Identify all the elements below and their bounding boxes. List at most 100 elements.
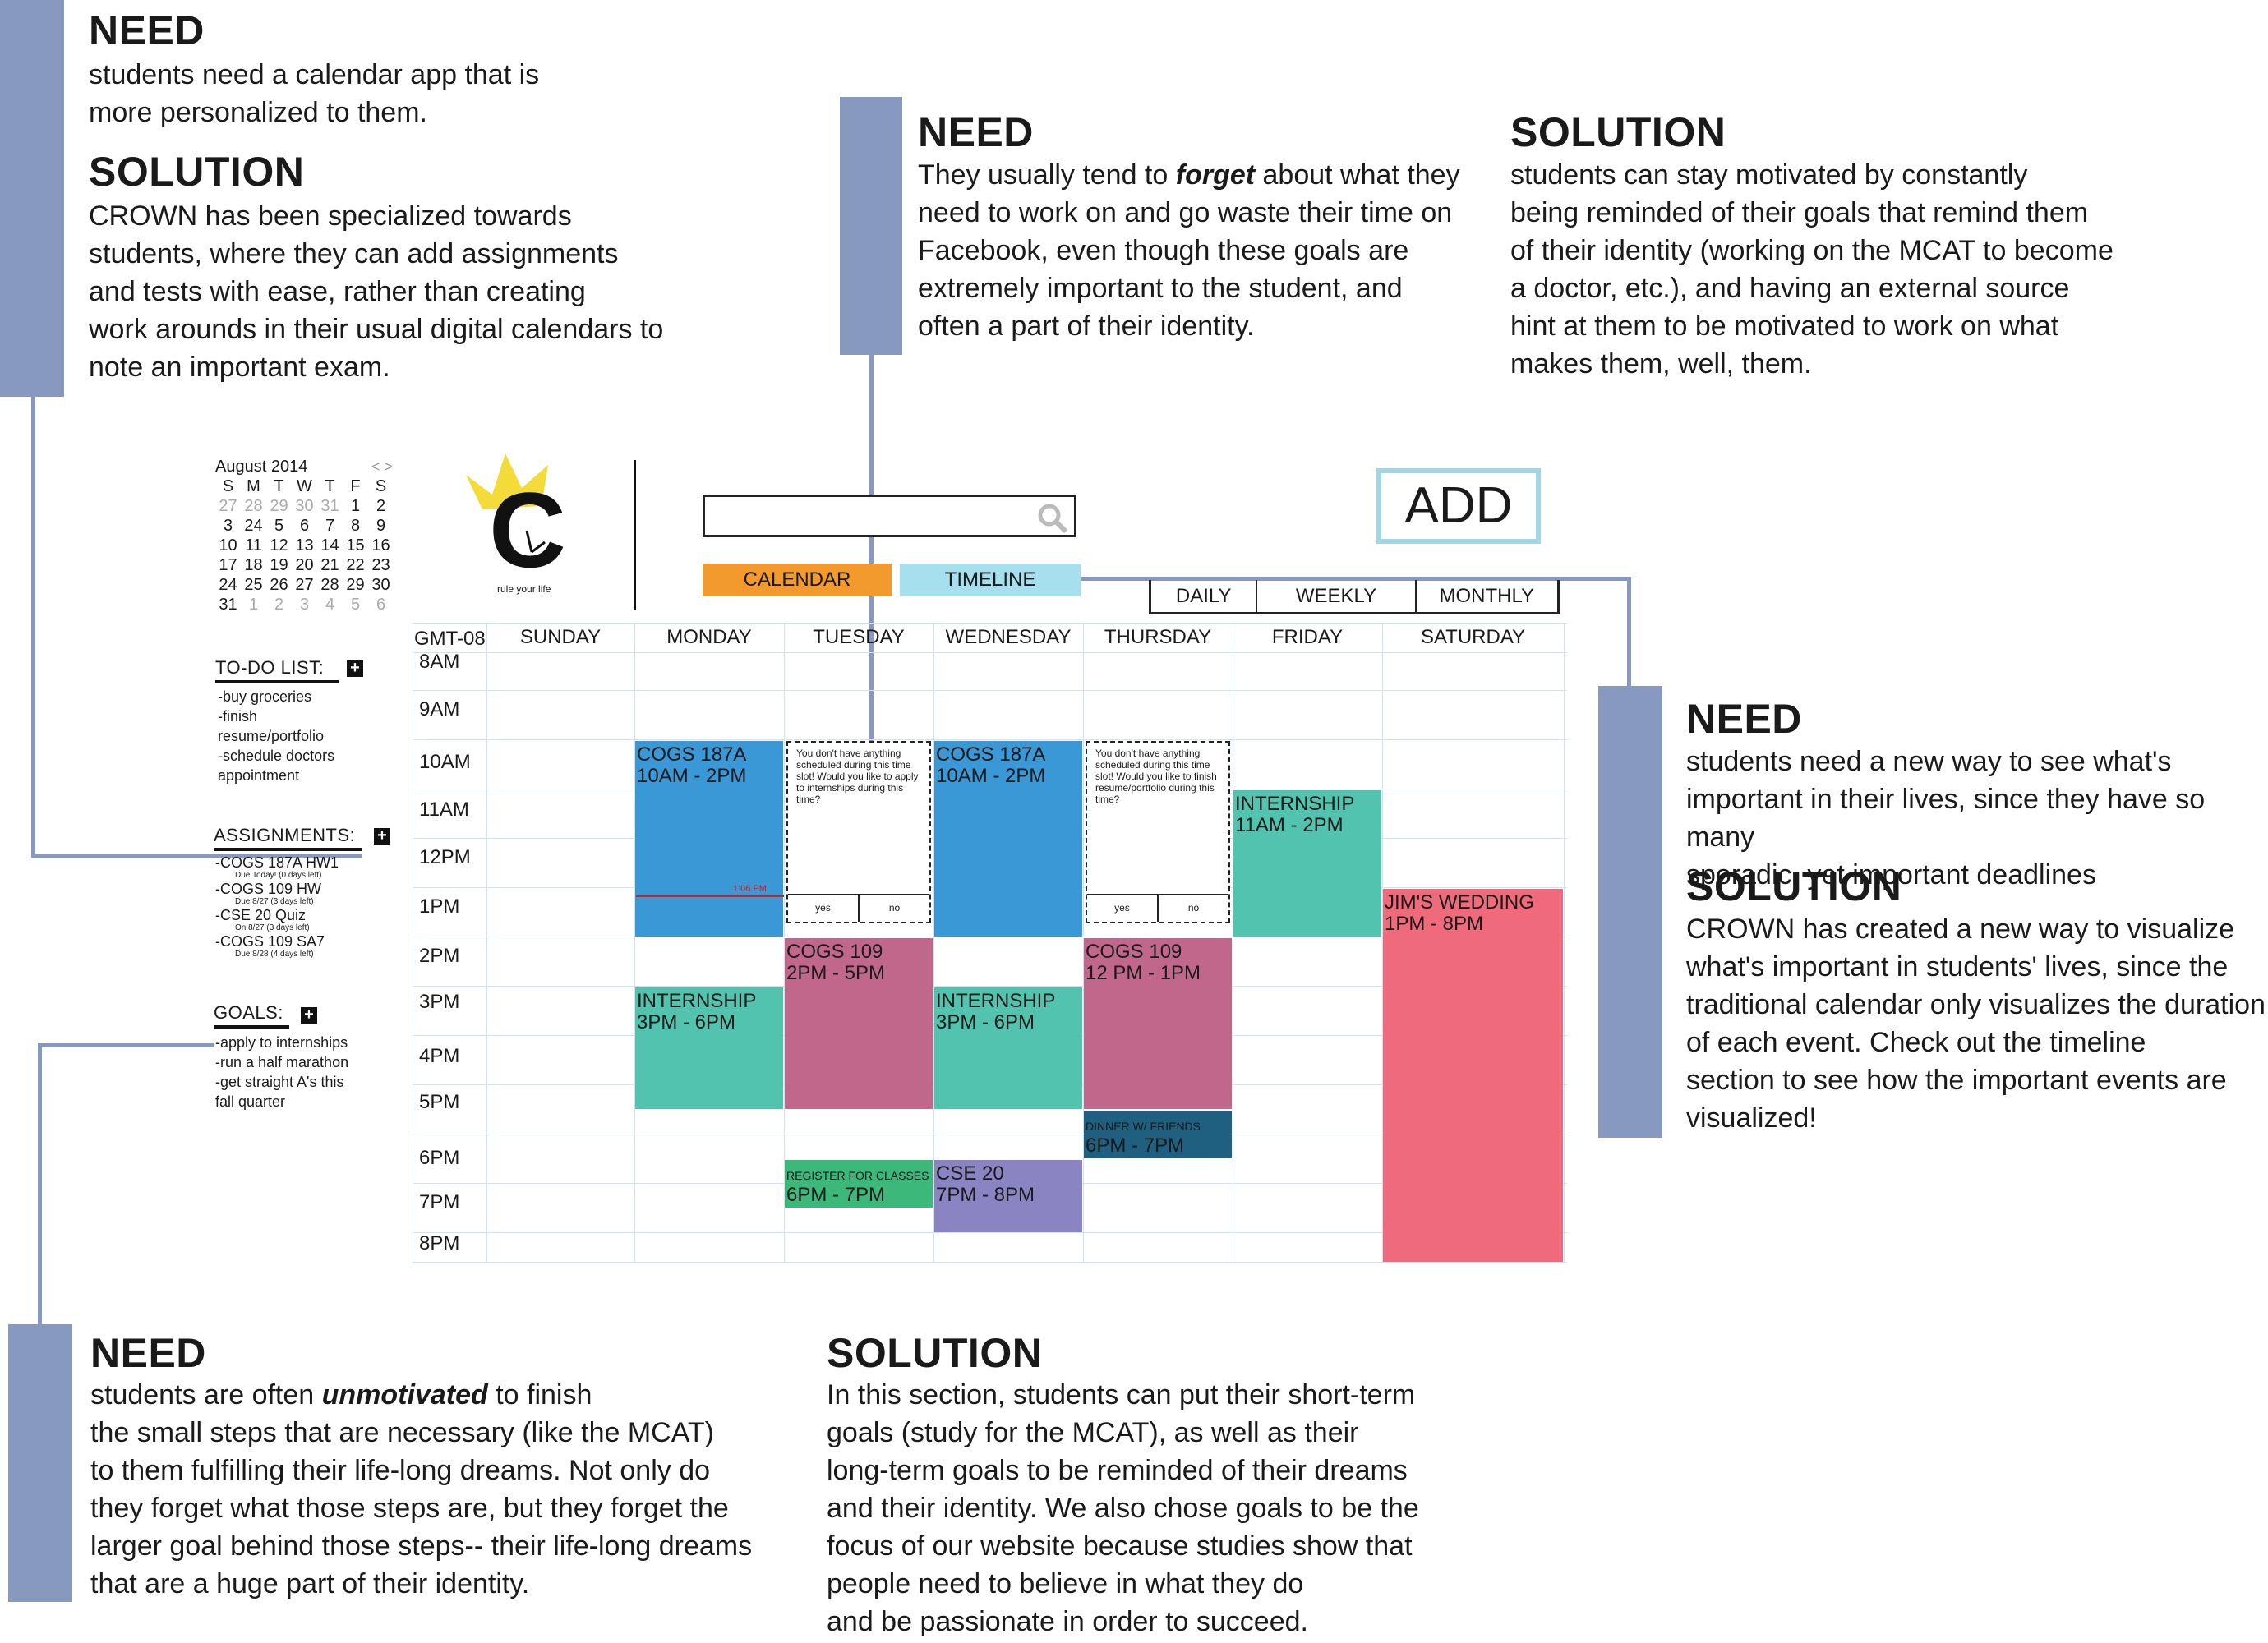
calendar-event[interactable]: COGS 187A 10AM - 2PM xyxy=(635,741,783,937)
calendar-event[interactable]: COGS 109 2PM - 5PM xyxy=(785,938,933,1109)
calendar-event[interactable]: COGS 187A 10AM - 2PM xyxy=(934,741,1082,937)
mini-calendar-day[interactable]: 13 xyxy=(295,536,314,555)
mini-calendar-day[interactable]: 27 xyxy=(295,576,314,594)
mini-calendar-day[interactable]: 20 xyxy=(295,556,314,574)
mini-calendar-day[interactable]: 29 xyxy=(270,497,288,515)
mini-calendar-day[interactable]: 2 xyxy=(274,596,284,614)
mini-calendar-day[interactable]: 31 xyxy=(320,497,339,515)
mini-calendar-day[interactable]: 3 xyxy=(223,517,233,535)
assignment-item[interactable]: -COGS 187A HW1 xyxy=(215,854,339,871)
day-header-monday[interactable]: MONDAY xyxy=(666,626,752,648)
mini-calendar-day[interactable]: 5 xyxy=(350,596,361,614)
goal-item[interactable]: -apply to internships xyxy=(215,1034,348,1051)
day-header-sunday[interactable]: SUNDAY xyxy=(519,626,602,648)
mini-calendar-day[interactable]: 28 xyxy=(320,576,339,594)
assignment-item[interactable]: -COGS 109 HW xyxy=(215,881,322,897)
todo-item[interactable]: -finish xyxy=(218,708,258,725)
mini-calendar-day[interactable]: 17 xyxy=(219,556,237,574)
hour-label: 2PM xyxy=(419,945,460,967)
search-input[interactable] xyxy=(703,495,1076,537)
day-header-thursday[interactable]: THURSDAY xyxy=(1104,626,1212,648)
view-weekly[interactable]: WEEKLY xyxy=(1257,580,1417,612)
mini-calendar-day[interactable]: 25 xyxy=(244,576,263,594)
calendar-event[interactable]: COGS 109 12 PM - 1PM xyxy=(1084,938,1232,1109)
assignment-item[interactable]: -CSE 20 Quiz xyxy=(215,907,307,923)
grid-row-line xyxy=(413,690,1567,691)
todo-item[interactable]: -buy groceries xyxy=(218,688,312,705)
mini-calendar-day[interactable]: 12 xyxy=(270,536,288,555)
mini-calendar-day[interactable]: 8 xyxy=(350,517,361,535)
crown-icon: C xyxy=(466,453,566,590)
calendar-event[interactable]: JIM'S WEDDING 1PM - 8PM xyxy=(1383,889,1563,1262)
mini-calendar-day[interactable]: 7 xyxy=(325,517,335,535)
search-icon[interactable] xyxy=(1036,502,1069,535)
mini-calendar-day[interactable]: 23 xyxy=(371,556,390,574)
view-daily[interactable]: DAILY xyxy=(1151,580,1258,612)
suggestion-yes-button[interactable]: yes xyxy=(788,895,860,922)
mini-calendar-day[interactable]: 5 xyxy=(274,517,284,535)
mini-calendar-day[interactable]: 18 xyxy=(244,556,263,574)
view-monthly[interactable]: MONTHLY xyxy=(1439,585,1535,607)
todo-item[interactable]: resume/portfolio xyxy=(218,728,325,744)
mini-calendar-day[interactable]: 28 xyxy=(244,497,263,515)
calendar-event[interactable]: INTERNSHIP 3PM - 6PM xyxy=(635,987,783,1109)
add-button[interactable]: ADD xyxy=(1376,468,1541,544)
mini-calendar-day[interactable]: 4 xyxy=(325,596,335,614)
calendar-event[interactable]: DINNER W/ FRIENDS 6PM - 7PM xyxy=(1084,1111,1232,1158)
tab-timeline[interactable]: TIMELINE xyxy=(900,564,1081,596)
mini-calendar-day[interactable]: 6 xyxy=(376,596,386,614)
goal-item[interactable]: fall quarter xyxy=(215,1093,286,1110)
mini-calendar-day[interactable]: 3 xyxy=(299,596,310,614)
todo-item[interactable]: -schedule doctors xyxy=(218,748,335,764)
mini-calendar-day[interactable]: 9 xyxy=(376,517,386,535)
mini-calendar-day[interactable]: 27 xyxy=(219,497,237,515)
mini-calendar-day[interactable]: 29 xyxy=(346,576,365,594)
goal-item[interactable]: -get straight A's this xyxy=(215,1074,344,1090)
add-goal-button[interactable]: + xyxy=(301,1006,317,1024)
mini-calendar-day[interactable]: 19 xyxy=(270,556,288,574)
goal-item[interactable]: -run a half marathon xyxy=(215,1054,349,1070)
calendar-event[interactable]: INTERNSHIP 3PM - 6PM xyxy=(934,987,1082,1109)
mini-calendar-day[interactable]: 22 xyxy=(346,556,365,574)
mini-calendar-day[interactable]: 26 xyxy=(270,576,288,594)
mini-calendar-day[interactable]: 10 xyxy=(219,536,237,555)
mini-calendar-day[interactable]: 21 xyxy=(320,556,339,574)
mini-calendar-day[interactable]: 6 xyxy=(299,517,310,535)
weekday-header: W xyxy=(297,477,312,495)
mini-calendar-day[interactable]: 14 xyxy=(320,536,339,555)
mini-calendar-day[interactable]: 16 xyxy=(371,536,390,555)
day-header-friday[interactable]: FRIDAY xyxy=(1271,626,1344,648)
add-assignment-button[interactable]: + xyxy=(374,827,390,845)
day-header-saturday[interactable]: SATURDAY xyxy=(1420,626,1526,648)
suggestion-no-button[interactable]: no xyxy=(1187,902,1200,914)
tab-calendar[interactable]: CALENDAR xyxy=(703,564,892,596)
mini-calendar-day[interactable]: 31 xyxy=(219,596,237,614)
calendar-event[interactable]: REGISTER FOR CLASSES 6PM - 7PM xyxy=(785,1160,933,1208)
add-todo-button[interactable]: + xyxy=(347,660,363,677)
mini-calendar-day[interactable]: 15 xyxy=(346,536,365,555)
mini-calendar-day[interactable]: 24 xyxy=(244,517,263,535)
mini-calendar-day[interactable]: 11 xyxy=(245,536,262,555)
day-header-tuesday[interactable]: TUESDAY xyxy=(813,626,905,648)
mini-calendar-day[interactable]: 1 xyxy=(350,497,361,515)
assignment-due: On 8/27 (3 days left) xyxy=(235,923,310,932)
calendar-event[interactable]: INTERNSHIP 11AM - 2PM xyxy=(1233,790,1381,937)
assignment-item[interactable]: -COGS 109 SA7 xyxy=(215,933,325,950)
annotation-solution-text: CROWN has created a new way to visualize… xyxy=(1686,914,2266,1134)
mini-calendar-day[interactable]: 24 xyxy=(219,576,237,594)
todo-item[interactable]: appointment xyxy=(218,767,300,784)
mini-calendar-day[interactable]: 30 xyxy=(295,497,314,515)
day-header-wednesday[interactable]: WEDNESDAY xyxy=(945,626,1072,648)
mini-calendar-day[interactable]: 1 xyxy=(248,596,259,614)
hour-label: 1PM xyxy=(419,895,460,918)
calendar-event[interactable]: CSE 20 7PM - 8PM xyxy=(934,1160,1082,1232)
mini-calendar-day[interactable]: 2 xyxy=(376,497,386,515)
mini-calendar-month: August 2014 xyxy=(215,458,308,476)
event-time: 10AM - 2PM xyxy=(936,765,1046,787)
mini-calendar-nav[interactable]: < > xyxy=(371,458,394,475)
suggestion-no-button[interactable]: no xyxy=(888,902,901,914)
event-title: INTERNSHIP xyxy=(637,990,757,1012)
annotation-need-text: They usually tend to forget about what t… xyxy=(918,159,1460,342)
suggestion-yes-button[interactable]: yes xyxy=(1087,895,1159,922)
mini-calendar-day[interactable]: 30 xyxy=(371,576,390,594)
